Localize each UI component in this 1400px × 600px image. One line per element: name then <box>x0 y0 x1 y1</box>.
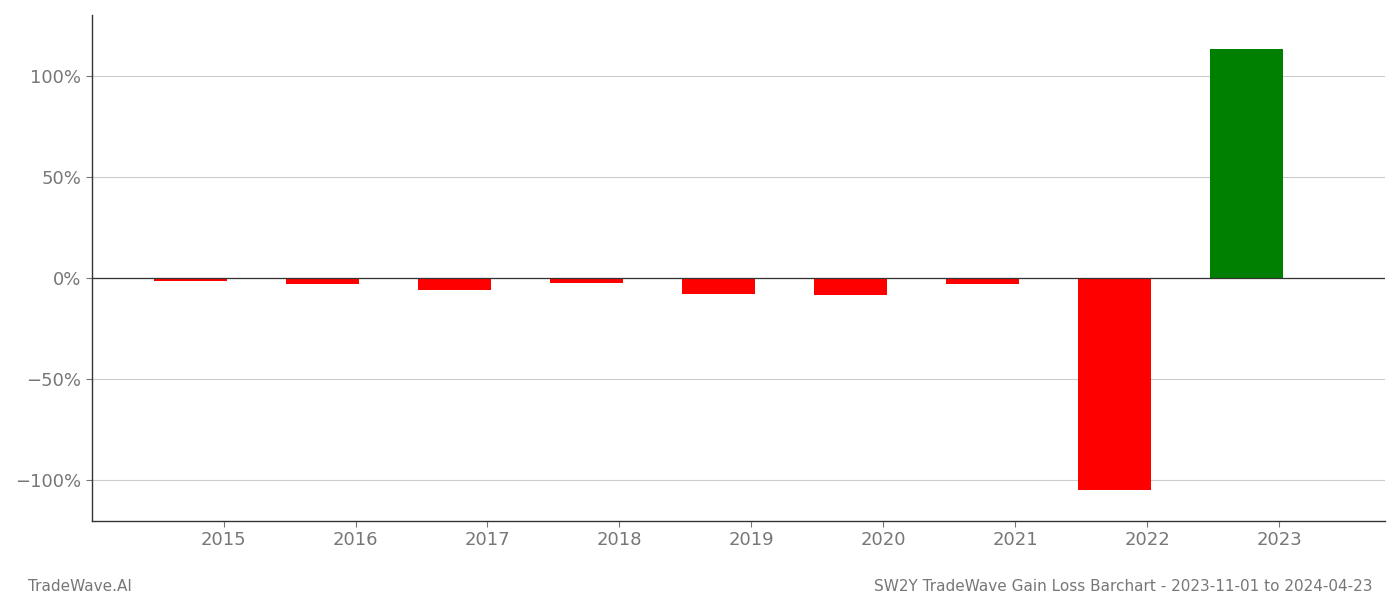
Bar <box>815 278 886 295</box>
Text: TradeWave.AI: TradeWave.AI <box>28 579 132 594</box>
Bar <box>1210 49 1282 278</box>
Bar <box>946 278 1019 284</box>
Bar <box>286 278 358 284</box>
Bar <box>154 278 227 281</box>
Bar <box>550 278 623 283</box>
Bar <box>419 278 491 290</box>
Bar <box>682 278 755 294</box>
Bar <box>1078 278 1151 490</box>
Text: SW2Y TradeWave Gain Loss Barchart - 2023-11-01 to 2024-04-23: SW2Y TradeWave Gain Loss Barchart - 2023… <box>874 579 1372 594</box>
